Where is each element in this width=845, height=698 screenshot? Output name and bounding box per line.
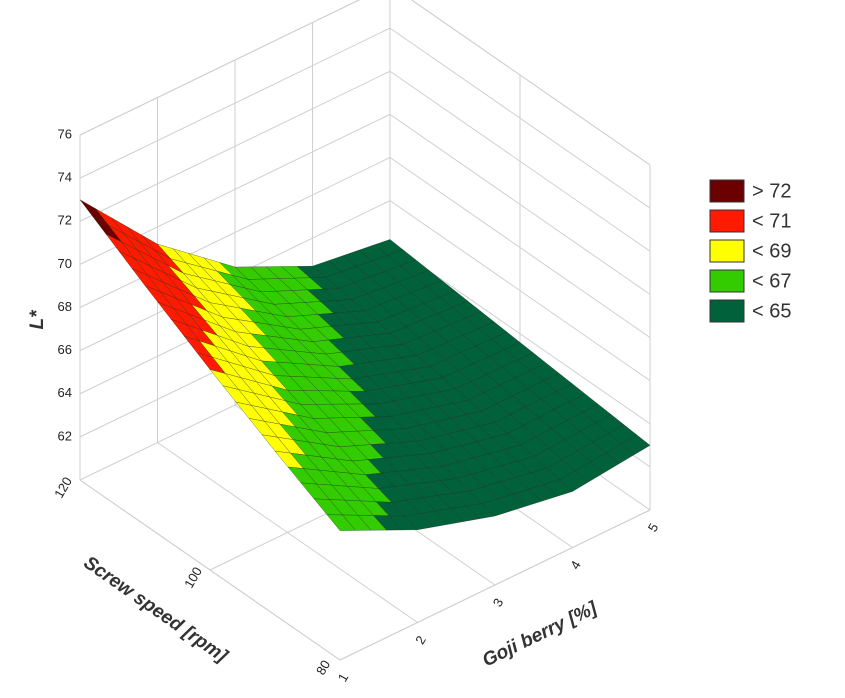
legend-swatch xyxy=(709,209,745,233)
x-tick-label: 1 xyxy=(335,671,352,685)
surface xyxy=(79,199,651,531)
legend-label: < 67 xyxy=(752,270,791,292)
y-tick-label: 100 xyxy=(181,564,205,590)
x-axis-label: Goji berry [%] xyxy=(479,598,601,672)
x-tick-label: 5 xyxy=(645,521,662,535)
legend-swatch xyxy=(709,239,745,263)
z-tick-label: 76 xyxy=(58,126,72,141)
z-tick-label: 70 xyxy=(58,256,72,271)
axes-box xyxy=(79,0,651,661)
legend-label: < 65 xyxy=(752,300,791,322)
axis-edge xyxy=(410,0,651,166)
z-axis-label: L* xyxy=(27,309,48,330)
surface-patch xyxy=(326,514,357,531)
x-tick-label: 4 xyxy=(567,558,584,572)
axis-edge xyxy=(79,0,361,136)
y-tick-label: 80 xyxy=(313,657,333,677)
z-tick-label: 72 xyxy=(58,213,72,228)
y-tick-label: 120 xyxy=(51,474,75,500)
z-tick-label: 68 xyxy=(58,299,72,314)
legend-label: < 71 xyxy=(752,210,791,232)
x-tick-label: 3 xyxy=(490,596,507,610)
axis-edge xyxy=(79,479,341,661)
legend-label: > 72 xyxy=(752,180,791,202)
z-tick-label: 74 xyxy=(58,170,72,185)
surface-patch xyxy=(79,199,109,226)
legend-swatch xyxy=(709,269,745,293)
axis-edge xyxy=(339,509,651,661)
legend-swatch xyxy=(709,299,745,323)
z-tick-label: 66 xyxy=(58,342,72,357)
legend: > 72 < 71 < 69 < 67 < 65 xyxy=(709,179,791,323)
legend-swatch xyxy=(709,179,745,203)
x-tick-label: 2 xyxy=(412,633,429,647)
z-tick-label: 62 xyxy=(58,428,72,443)
legend-label: < 69 xyxy=(752,240,791,262)
z-tick-label: 64 xyxy=(58,385,72,400)
